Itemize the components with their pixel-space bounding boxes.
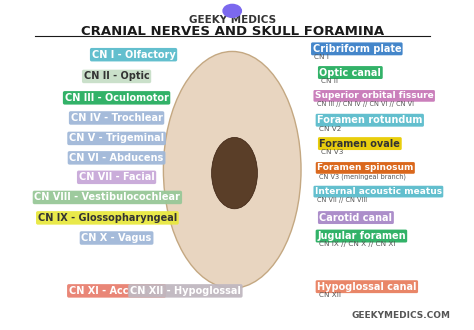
Text: CN III // CN IV // CN VI // CN VI: CN III // CN IV // CN VI // CN VI	[317, 101, 414, 107]
Text: Hypoglossal canal: Hypoglossal canal	[317, 282, 417, 292]
Text: CN XII - Hypoglossal: CN XII - Hypoglossal	[130, 286, 241, 296]
Text: Internal acoustic meatus: Internal acoustic meatus	[315, 187, 442, 196]
Text: CN VII - Facial: CN VII - Facial	[79, 172, 155, 182]
Text: GEEKY MEDICS: GEEKY MEDICS	[189, 15, 276, 25]
Text: CN III - Oculomotor: CN III - Oculomotor	[64, 93, 169, 103]
Text: CN X - Vagus: CN X - Vagus	[82, 233, 152, 243]
Text: Foramen rotundum: Foramen rotundum	[317, 115, 422, 125]
Text: Superior orbital fissure: Superior orbital fissure	[315, 91, 434, 100]
Text: CN XII: CN XII	[319, 292, 341, 298]
Text: CN VIII - Vestibulocochlear: CN VIII - Vestibulocochlear	[35, 192, 180, 202]
Text: GEEKYMEDICS.COM: GEEKYMEDICS.COM	[351, 311, 450, 320]
Text: CN XI - Accessory: CN XI - Accessory	[69, 286, 164, 296]
Text: Foramen spinosum: Foramen spinosum	[317, 163, 413, 172]
Text: CN VI - Abducens: CN VI - Abducens	[70, 153, 164, 163]
Text: CN V - Trigeminal: CN V - Trigeminal	[69, 133, 164, 144]
Text: CN II: CN II	[321, 78, 338, 84]
Text: CN I - Olfactory: CN I - Olfactory	[91, 50, 175, 60]
Text: CN IV - Trochlear: CN IV - Trochlear	[71, 113, 163, 123]
Text: CN V3 (meningeal branch): CN V3 (meningeal branch)	[319, 173, 406, 180]
Text: Optic canal: Optic canal	[319, 68, 381, 78]
Text: CRANIAL NERVES AND SKULL FORAMINA: CRANIAL NERVES AND SKULL FORAMINA	[81, 25, 384, 38]
Text: CN I: CN I	[314, 54, 329, 60]
Text: Foramen ovale: Foramen ovale	[319, 139, 400, 148]
Text: CN IX // CN X // CN XI: CN IX // CN X // CN XI	[319, 242, 395, 248]
Text: CN V2: CN V2	[319, 126, 341, 132]
Text: Jugular foramen: Jugular foramen	[317, 231, 406, 241]
Text: Carotid canal: Carotid canal	[319, 213, 392, 222]
Text: CN V3: CN V3	[321, 149, 344, 155]
Ellipse shape	[164, 51, 301, 288]
Text: Cribriform plate: Cribriform plate	[312, 44, 401, 54]
Text: CN II - Optic: CN II - Optic	[84, 71, 149, 82]
Circle shape	[223, 4, 241, 17]
Ellipse shape	[211, 137, 257, 209]
Text: CN IX - Glossopharyngeal: CN IX - Glossopharyngeal	[38, 213, 177, 223]
Text: CN VII // CN VIII: CN VII // CN VIII	[317, 197, 367, 203]
